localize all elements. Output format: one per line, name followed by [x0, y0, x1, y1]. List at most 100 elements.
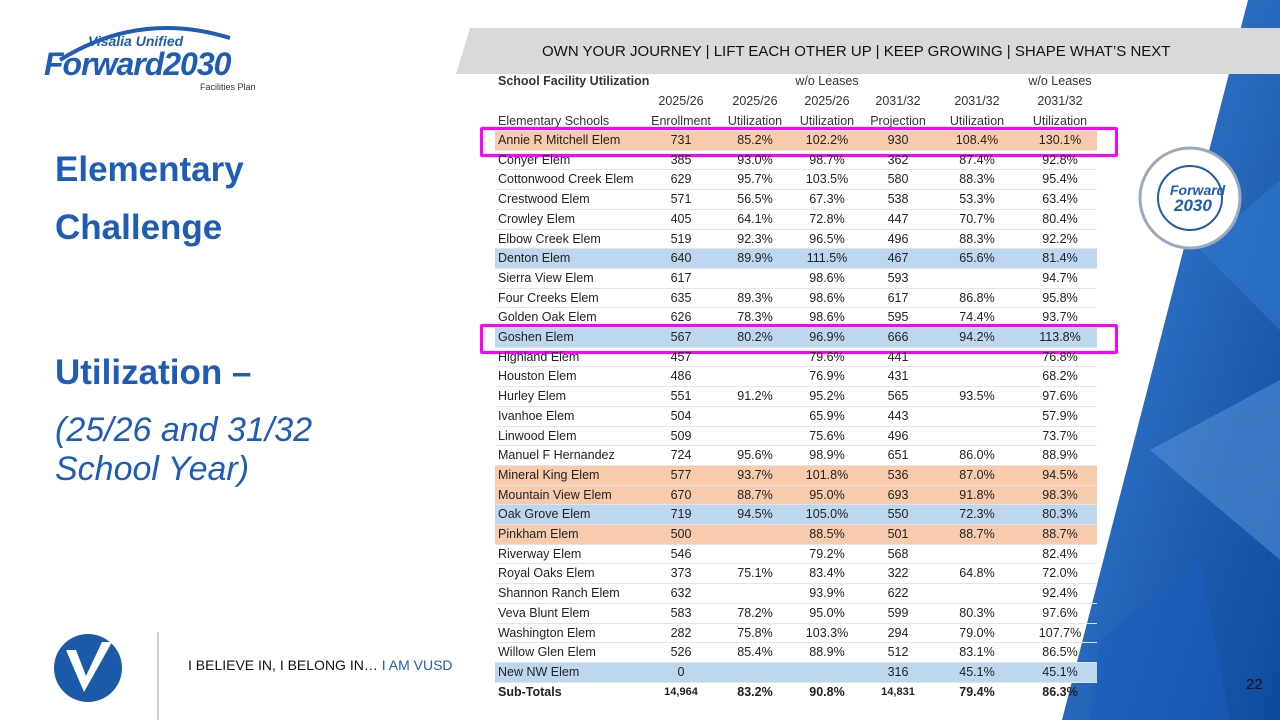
badge-text: 2030	[1174, 196, 1212, 215]
table-cell: 130.1%	[1038, 133, 1082, 147]
row-rule	[495, 208, 1097, 210]
table-cell: 95.0%	[809, 487, 845, 502]
header-cell: Utilization	[799, 114, 855, 128]
table-cell: 94.7%	[1042, 270, 1078, 285]
table-cell: New NW Elem	[498, 664, 580, 679]
table-cell: 45.1%	[1042, 664, 1078, 679]
row-box	[480, 127, 1118, 157]
table-cell: 98.6%	[809, 290, 845, 305]
row-box	[480, 324, 1118, 354]
table-cell: 105.0%	[805, 507, 849, 522]
header-cell: School Facility Utilization	[498, 74, 650, 88]
banner: OWN YOUR JOURNEY | LIFT EACH OTHER UP | …	[542, 43, 1171, 60]
table-cell: Crestwood Elem	[498, 192, 590, 207]
table-cell: 75.8%	[737, 625, 773, 640]
row-rule	[495, 287, 1097, 289]
table-cell: 362	[887, 152, 909, 167]
subheading-line: (25/26 and 31/32	[55, 411, 313, 449]
page-number: 22	[1246, 676, 1263, 693]
table-cell: 80.3%	[959, 605, 995, 620]
table-cell: 94.5%	[737, 507, 773, 522]
table-cell: Mountain View Elem	[498, 487, 612, 502]
table-cell: 92.4%	[1042, 586, 1078, 601]
row-rule	[495, 543, 1097, 545]
table-cell: 98.6%	[809, 310, 845, 325]
table-cell: 88.7%	[959, 527, 995, 541]
table-cell: 89.9%	[737, 251, 773, 266]
row-rule	[495, 563, 1097, 565]
table-cell: Crowley Elem	[498, 211, 576, 226]
row-highlight	[495, 525, 1097, 545]
table-cell: 629	[670, 172, 692, 187]
header-cell: 2031/32	[1037, 94, 1083, 108]
table-cell: 82.4%	[1042, 546, 1078, 561]
table-cell: 97.6%	[1042, 389, 1078, 404]
logo-sub: Facilities Plan	[200, 82, 256, 92]
header-cell: 2025/26	[658, 94, 704, 108]
row-rule	[495, 228, 1097, 230]
table-cell: 670	[670, 487, 692, 502]
table-cell: 113.8%	[1039, 330, 1081, 344]
table-cell: 83.4%	[809, 566, 845, 581]
row-rule	[495, 149, 1097, 151]
table-cell: 719	[670, 507, 692, 522]
row-rule	[495, 602, 1097, 604]
table-cell: 85.2%	[737, 133, 773, 147]
total-cell: 14,964	[664, 685, 698, 698]
table-cell: 595	[887, 310, 909, 325]
table-cell: 64.1%	[737, 211, 773, 226]
table-cell: 96.5%	[809, 231, 845, 246]
table-cell: 626	[670, 310, 692, 325]
table-cell: 316	[887, 664, 909, 679]
heading: Challenge	[55, 208, 223, 247]
table-cell: Sierra View Elem	[498, 270, 594, 285]
table-cell: 0	[677, 664, 685, 679]
table-cell: 102.2%	[805, 133, 849, 147]
table-cell: 73.7%	[1042, 428, 1078, 443]
table-cell: Annie R Mitchell Elem	[498, 133, 621, 147]
table-cell: 93.0%	[737, 152, 773, 167]
header-cell: Utilization	[727, 114, 783, 128]
row-highlight	[495, 662, 1097, 683]
table-cell: Highland Elem	[498, 349, 580, 364]
table-cell: 95.4%	[1042, 172, 1078, 187]
table-cell: 78.3%	[737, 310, 773, 325]
table-cell: 86.5%	[1042, 645, 1078, 660]
table-cell: 565	[887, 389, 909, 404]
table-cell: Four Creeks Elem	[498, 290, 599, 305]
header-cell: 2025/26	[804, 94, 850, 108]
table-cell: 294	[887, 625, 909, 640]
table-cell: Washington Elem	[498, 625, 596, 640]
row-rule	[495, 189, 1097, 191]
table-cell: 92.3%	[737, 231, 773, 246]
row-highlight	[495, 131, 1097, 151]
banner-bg	[456, 28, 1280, 74]
row-rule	[495, 405, 1097, 407]
table-cell: 431	[887, 369, 909, 384]
total-cell: Sub-Totals	[498, 684, 562, 699]
row-rule	[495, 524, 1097, 525]
table-cell: 76.8%	[1042, 349, 1078, 364]
row-rule	[495, 366, 1097, 368]
table-cell: 577	[670, 467, 692, 482]
header-cell: w/o Leases	[1028, 74, 1092, 88]
table-cell: Golden Oak Elem	[498, 310, 597, 325]
table-cell: Linwood Elem	[498, 428, 577, 443]
table-cell: 101.8%	[805, 467, 849, 482]
table-cell: 88.9%	[1042, 448, 1078, 463]
table-cell: 92.2%	[1042, 231, 1078, 246]
table-cell: 93.9%	[809, 586, 845, 601]
table-cell: 282	[670, 625, 692, 640]
row-rule	[495, 267, 1097, 269]
table-cell: 53.3%	[959, 192, 995, 207]
table-cell: 536	[887, 467, 909, 482]
table-cell: 88.3%	[959, 172, 995, 187]
logo-v	[66, 642, 112, 692]
footer-motto: I BELIEVE IN, I BELONG IN… I AM VUSD	[188, 657, 453, 673]
row-rule	[495, 445, 1097, 447]
table-cell: Ivanhoe Elem	[498, 408, 575, 423]
total-cell: 83.2%	[737, 684, 773, 699]
table-cell: 95.6%	[737, 448, 773, 463]
table-cell: 80.4%	[1042, 211, 1078, 226]
table-cell: 567	[670, 330, 692, 344]
